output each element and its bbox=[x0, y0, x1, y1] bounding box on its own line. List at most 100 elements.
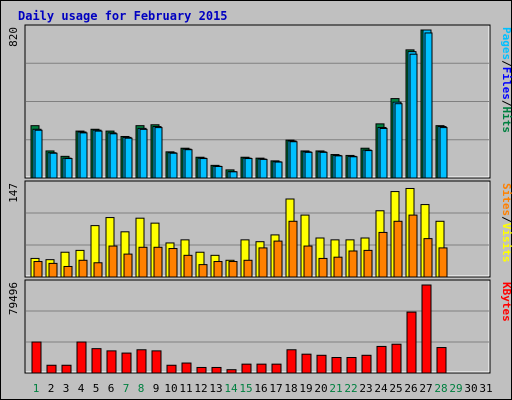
bar-kbytes-day-15 bbox=[241, 363, 252, 374]
chart-title: Daily usage for February 2015 bbox=[18, 9, 228, 23]
legend-kbytes: KBytes bbox=[500, 282, 512, 322]
day-label-3: 3 bbox=[63, 382, 70, 395]
bar-kbytes-day-14 bbox=[226, 369, 237, 374]
day-label-29: 29 bbox=[449, 382, 462, 395]
day-label-27: 27 bbox=[419, 382, 432, 395]
legend-item-hits: Hits bbox=[500, 107, 512, 134]
bar-pages-day-3 bbox=[64, 158, 73, 179]
day-label-10: 10 bbox=[164, 382, 177, 395]
day-label-19: 19 bbox=[299, 382, 312, 395]
bar-kbytes-day-26 bbox=[406, 311, 417, 374]
bar-sites-day-3 bbox=[63, 265, 73, 278]
bar-sites-day-6 bbox=[108, 245, 118, 278]
bar-pages-day-8 bbox=[139, 128, 148, 179]
bar-sites-day-20 bbox=[318, 257, 328, 278]
day-label-16: 16 bbox=[254, 382, 267, 395]
bar-sites-day-10 bbox=[168, 248, 178, 278]
legend-item-kbytes: KBytes bbox=[500, 282, 512, 322]
day-label-8: 8 bbox=[138, 382, 145, 395]
bar-kbytes-day-9 bbox=[151, 350, 162, 374]
day-label-18: 18 bbox=[284, 382, 297, 395]
bar-sites-day-8 bbox=[138, 246, 148, 278]
bar-sites-day-16 bbox=[258, 247, 268, 278]
day-label-15: 15 bbox=[239, 382, 252, 395]
scale-label-kbytes: 79496 bbox=[7, 282, 20, 315]
bar-sites-day-15 bbox=[243, 259, 253, 278]
day-label-9: 9 bbox=[153, 382, 160, 395]
bar-sites-day-17 bbox=[273, 240, 283, 278]
bar-pages-day-6 bbox=[109, 133, 118, 179]
bar-kbytes-day-11 bbox=[181, 362, 192, 374]
day-label-30: 30 bbox=[464, 382, 477, 395]
bar-sites-day-11 bbox=[183, 254, 193, 278]
bar-pages-day-18 bbox=[289, 141, 298, 179]
bar-pages-day-11 bbox=[184, 149, 193, 179]
bar-kbytes-day-10 bbox=[166, 364, 177, 374]
bar-kbytes-day-20 bbox=[316, 354, 327, 374]
bar-pages-day-14 bbox=[229, 171, 238, 179]
bar-sites-day-24 bbox=[378, 231, 388, 278]
bar-pages-day-10 bbox=[169, 152, 178, 179]
legend-item-files: Files bbox=[500, 67, 512, 100]
bar-kbytes-day-5 bbox=[91, 348, 102, 374]
day-label-7: 7 bbox=[123, 382, 130, 395]
bar-kbytes-day-27 bbox=[421, 284, 432, 374]
bar-sites-day-1 bbox=[33, 261, 43, 278]
bar-pages-day-2 bbox=[49, 152, 58, 179]
bar-pages-day-4 bbox=[79, 132, 88, 179]
day-label-1: 1 bbox=[33, 382, 40, 395]
bar-pages-day-9 bbox=[154, 127, 163, 179]
bar-pages-day-21 bbox=[334, 155, 343, 179]
bar-pages-day-12 bbox=[199, 158, 208, 179]
day-label-20: 20 bbox=[314, 382, 327, 395]
bar-pages-day-1 bbox=[34, 129, 43, 179]
bar-kbytes-day-8 bbox=[136, 349, 147, 374]
bar-sites-day-22 bbox=[348, 250, 358, 278]
bar-pages-day-25 bbox=[394, 103, 403, 179]
bar-sites-day-4 bbox=[78, 259, 88, 278]
bar-sites-day-12 bbox=[198, 264, 208, 278]
bar-pages-day-13 bbox=[214, 166, 223, 179]
bar-kbytes-day-17 bbox=[271, 363, 282, 374]
day-label-23: 23 bbox=[359, 382, 372, 395]
bar-kbytes-day-12 bbox=[196, 366, 207, 374]
day-label-22: 22 bbox=[344, 382, 357, 395]
bar-pages-day-5 bbox=[94, 130, 103, 179]
bar-kbytes-day-2 bbox=[46, 364, 57, 374]
day-label-13: 13 bbox=[209, 382, 222, 395]
day-label-6: 6 bbox=[108, 382, 115, 395]
bar-pages-day-26 bbox=[409, 53, 418, 179]
bar-pages-day-19 bbox=[304, 151, 313, 179]
bar-kbytes-day-13 bbox=[211, 366, 222, 374]
legend-separator: / bbox=[500, 216, 512, 223]
bar-pages-day-22 bbox=[349, 156, 358, 179]
bar-sites-day-25 bbox=[393, 220, 403, 278]
bar-sites-day-18 bbox=[288, 220, 298, 278]
bar-kbytes-day-22 bbox=[346, 357, 357, 374]
legend-separator: / bbox=[500, 100, 512, 107]
day-label-14: 14 bbox=[224, 382, 238, 395]
day-label-26: 26 bbox=[404, 382, 417, 395]
bar-kbytes-day-24 bbox=[376, 345, 387, 374]
bar-kbytes-day-18 bbox=[286, 349, 297, 374]
scale-label-visits-sites: 147 bbox=[7, 183, 20, 203]
bar-sites-day-23 bbox=[363, 249, 373, 278]
bar-sites-day-5 bbox=[93, 262, 103, 278]
bar-sites-day-26 bbox=[408, 214, 418, 278]
bar-sites-day-19 bbox=[303, 245, 313, 278]
bar-kbytes-day-1 bbox=[31, 341, 42, 374]
bar-sites-day-14 bbox=[228, 261, 238, 278]
legend-separator: / bbox=[500, 60, 512, 67]
day-label-17: 17 bbox=[269, 382, 282, 395]
bar-kbytes-day-4 bbox=[76, 341, 87, 374]
day-label-24: 24 bbox=[374, 382, 388, 395]
bar-pages-day-24 bbox=[379, 127, 388, 179]
bar-sites-day-2 bbox=[48, 262, 58, 278]
bar-pages-day-16 bbox=[259, 158, 268, 179]
bar-kbytes-day-21 bbox=[331, 357, 342, 374]
bar-sites-day-28 bbox=[438, 247, 448, 278]
bar-sites-day-9 bbox=[153, 246, 163, 278]
legend-item-visits: Visits bbox=[500, 223, 512, 263]
day-label-11: 11 bbox=[179, 382, 192, 395]
